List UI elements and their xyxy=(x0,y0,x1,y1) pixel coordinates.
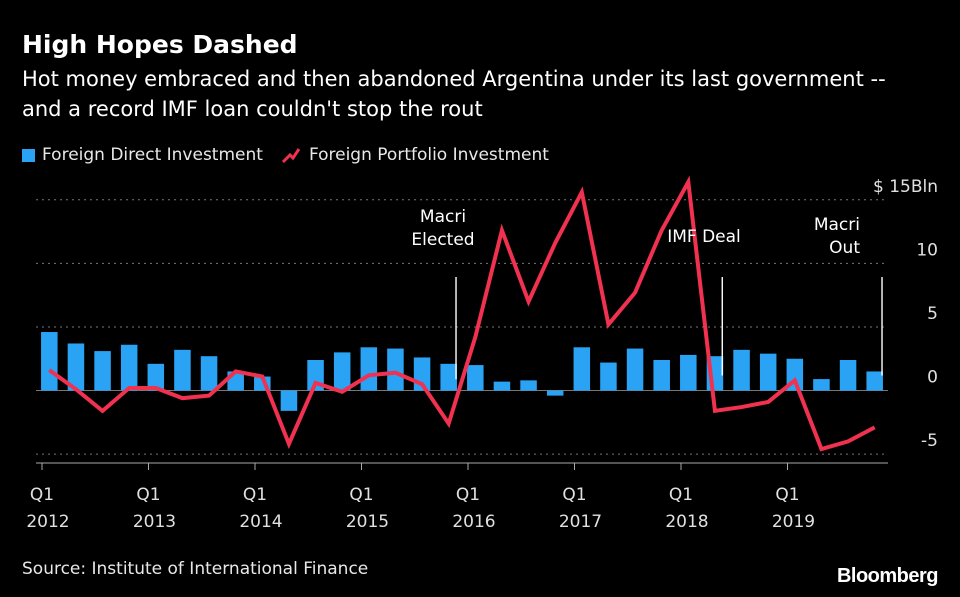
fdi-bar xyxy=(493,381,511,391)
fdi-bar xyxy=(626,348,644,391)
fdi-bar xyxy=(41,332,58,391)
legend-portfolio-swatch xyxy=(281,148,301,164)
fdi-bar xyxy=(280,390,298,411)
annotation-label: Out xyxy=(829,238,860,258)
fdi-bar xyxy=(573,347,591,391)
bloomberg-logo: Bloomberg xyxy=(836,565,939,587)
fdi-bar xyxy=(387,348,404,391)
fdi-bar xyxy=(440,363,457,391)
fdi-bar xyxy=(813,379,830,391)
fdi-bar xyxy=(759,353,777,391)
x-tick-quarter: Q1 xyxy=(349,485,373,505)
fdi-bar xyxy=(520,380,537,391)
x-tick-year: 2012 xyxy=(26,512,69,532)
annotation-label: Elected xyxy=(411,230,474,250)
fdi-bar xyxy=(733,349,750,391)
x-tick-quarter: Q1 xyxy=(243,485,267,505)
fdi-bar xyxy=(174,349,191,391)
x-tick-year: 2015 xyxy=(346,512,389,532)
fdi-bar xyxy=(360,347,378,391)
fdi-bar xyxy=(467,365,484,391)
y-tick-label: $ 15Bln xyxy=(873,177,938,197)
chart-title: High Hopes Dashed xyxy=(22,30,298,59)
fdi-bar xyxy=(67,343,85,391)
x-tick-year: 2014 xyxy=(239,512,282,532)
legend-fdi-label: Foreign Direct Investment xyxy=(42,145,263,165)
chart-subtitle: Hot money embraced and then abandoned Ar… xyxy=(22,67,886,121)
legend-portfolio-label: Foreign Portfolio Investment xyxy=(308,145,549,165)
fdi-bar xyxy=(653,360,670,391)
fdi-bar xyxy=(333,352,351,391)
fdi-bar xyxy=(839,360,857,391)
x-tick-quarter: Q1 xyxy=(30,485,54,505)
source-note: Source: Institute of International Finan… xyxy=(22,559,369,579)
y-tick-label: 10 xyxy=(916,240,938,260)
fdi-bar xyxy=(546,390,564,396)
x-tick-year: 2013 xyxy=(133,512,176,532)
fdi-bar xyxy=(680,354,697,391)
legend: Foreign Direct Investment Foreign Portfo… xyxy=(22,144,549,166)
annotation-label: IMF Deal xyxy=(667,227,741,247)
fdi-bar xyxy=(120,344,138,391)
annotation-label: Macri xyxy=(814,215,860,235)
x-tick-quarter: Q1 xyxy=(136,485,160,505)
x-tick-year: 2019 xyxy=(772,512,815,532)
x-tick-year: 2016 xyxy=(452,512,495,532)
x-tick-quarter: Q1 xyxy=(456,485,480,505)
fdi-bar xyxy=(200,356,218,391)
x-tick-quarter: Q1 xyxy=(669,485,693,505)
x-tick-quarter: Q1 xyxy=(775,485,799,505)
fdi-bar xyxy=(866,371,883,391)
x-tick-quarter: Q1 xyxy=(562,485,586,505)
fdi-bar xyxy=(600,362,617,391)
y-tick-label: -5 xyxy=(921,431,938,451)
fdi-bar xyxy=(94,351,111,391)
fdi-bar xyxy=(147,363,165,391)
portfolio-line xyxy=(48,175,876,452)
annotation-label: Macri xyxy=(420,207,466,227)
x-tick-year: 2018 xyxy=(665,512,708,532)
x-tick-year: 2017 xyxy=(559,512,602,532)
legend-fdi-swatch xyxy=(22,148,35,162)
y-tick-label: 0 xyxy=(927,368,938,388)
y-tick-label: 5 xyxy=(927,304,938,324)
